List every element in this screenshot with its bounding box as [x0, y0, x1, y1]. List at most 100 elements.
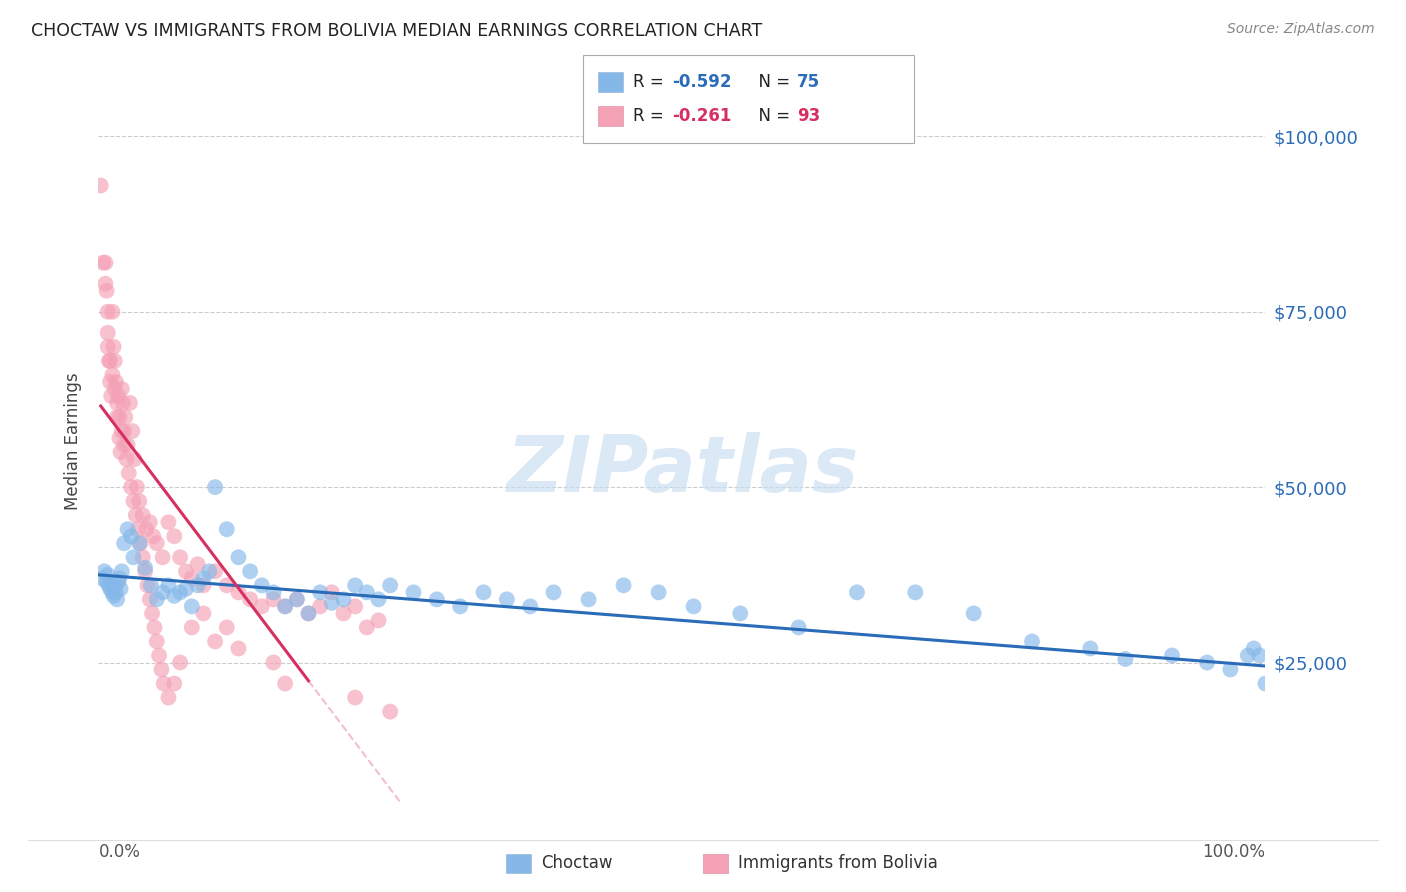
Point — [94, 255, 117, 269]
Point — [367, 592, 389, 607]
Point — [128, 494, 150, 508]
Point — [104, 382, 127, 396]
Point — [543, 585, 565, 599]
Point — [193, 578, 215, 592]
Point — [121, 424, 143, 438]
Point — [129, 536, 152, 550]
Point — [97, 326, 120, 340]
Point — [107, 574, 129, 589]
Point — [682, 599, 704, 614]
Point — [647, 585, 669, 599]
Point — [787, 620, 810, 634]
Point — [148, 648, 170, 663]
Point — [139, 592, 162, 607]
Point — [124, 452, 146, 467]
Point — [104, 354, 127, 368]
Text: ZIPatlas: ZIPatlas — [506, 433, 858, 508]
Point — [169, 656, 191, 670]
Point — [174, 564, 197, 578]
Point — [152, 585, 174, 599]
Point — [297, 607, 319, 621]
Point — [111, 564, 134, 578]
Point — [449, 599, 471, 614]
Point — [105, 396, 128, 410]
Point — [204, 564, 226, 578]
Point — [101, 585, 124, 599]
Point — [117, 522, 139, 536]
Point — [519, 599, 541, 614]
Point — [163, 589, 186, 603]
Point — [120, 529, 142, 543]
Point — [104, 375, 127, 389]
Point — [1114, 652, 1136, 666]
Point — [228, 641, 250, 656]
Point — [228, 585, 250, 599]
Point — [122, 494, 145, 508]
Point — [110, 445, 132, 459]
Point — [250, 599, 273, 614]
Point — [730, 607, 752, 621]
Point — [108, 409, 131, 424]
Point — [157, 515, 180, 529]
Point — [1080, 641, 1102, 656]
Point — [193, 571, 215, 585]
Point — [285, 592, 308, 607]
Point — [204, 634, 226, 648]
Point — [115, 452, 138, 467]
Point — [104, 585, 127, 599]
Text: 100.0%: 100.0% — [1202, 843, 1265, 861]
Point — [262, 585, 284, 599]
Point — [380, 578, 402, 592]
Point — [174, 582, 197, 596]
Point — [90, 178, 112, 193]
Point — [90, 571, 112, 585]
Point — [274, 676, 297, 690]
Point — [132, 550, 155, 565]
Text: 75: 75 — [797, 73, 820, 91]
Point — [134, 561, 156, 575]
Point — [105, 409, 128, 424]
Point — [125, 508, 148, 523]
Point — [97, 340, 120, 354]
Point — [146, 592, 169, 607]
Point — [1249, 648, 1271, 663]
Point — [367, 614, 389, 628]
Point — [112, 536, 135, 550]
Point — [150, 663, 173, 677]
Point — [204, 480, 226, 494]
Text: R =: R = — [633, 73, 669, 91]
Point — [108, 571, 131, 585]
Point — [402, 585, 425, 599]
Point — [96, 574, 118, 589]
Point — [157, 578, 180, 592]
Point — [111, 382, 134, 396]
Text: R =: R = — [633, 107, 669, 125]
Point — [1243, 641, 1265, 656]
Point — [297, 607, 319, 621]
Text: -0.261: -0.261 — [672, 107, 731, 125]
Point — [187, 578, 209, 592]
Point — [141, 607, 163, 621]
Point — [152, 550, 174, 565]
Point — [143, 620, 166, 634]
Point — [114, 409, 136, 424]
Point — [215, 522, 238, 536]
Point — [380, 705, 402, 719]
Text: 93: 93 — [797, 107, 821, 125]
Point — [103, 340, 125, 354]
Point — [180, 620, 202, 634]
Point — [97, 578, 120, 592]
Point — [198, 564, 221, 578]
Point — [100, 389, 122, 403]
Point — [309, 599, 332, 614]
Point — [118, 396, 141, 410]
Point — [613, 578, 636, 592]
Point — [139, 515, 162, 529]
Point — [332, 592, 354, 607]
Point — [344, 578, 367, 592]
Point — [344, 690, 367, 705]
Point — [321, 585, 343, 599]
Point — [180, 571, 202, 585]
Point — [105, 592, 128, 607]
Point — [356, 620, 378, 634]
